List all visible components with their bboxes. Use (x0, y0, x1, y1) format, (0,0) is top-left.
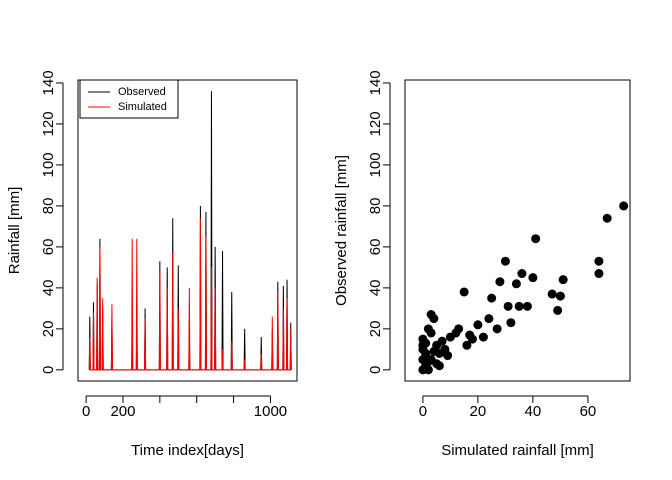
scatter-point (517, 269, 527, 279)
legend-box (79, 79, 179, 119)
scatter-point (555, 291, 565, 301)
scatter-point (619, 201, 629, 211)
x-tick-label: 1000 (254, 403, 287, 420)
scatter-point (484, 314, 494, 324)
y-tick-label: 80 (40, 198, 57, 215)
x-axis-label: Simulated rainfall [mm] (441, 442, 594, 459)
scatter-point (478, 332, 488, 342)
scatter-point (503, 301, 513, 311)
scatter-point (495, 277, 505, 287)
scatter-point (418, 340, 428, 350)
scatter-point (514, 301, 524, 311)
x-tick-label: 0 (419, 403, 427, 420)
x-tick-label: 20 (470, 403, 487, 420)
y-tick-label: 40 (40, 280, 57, 297)
series-line (88, 91, 292, 371)
legend-label: Simulated (118, 101, 167, 113)
scatter-point (437, 336, 447, 346)
scatter-point (594, 269, 604, 279)
scatter-point (467, 334, 477, 344)
scatter-point (528, 273, 538, 283)
scatter-point (594, 256, 604, 266)
y-tick-label: 0 (367, 366, 384, 374)
plot-box (77, 79, 298, 382)
scatter-point (462, 340, 472, 350)
y-tick-label: 60 (367, 239, 384, 256)
x-tick-label: 40 (525, 403, 542, 420)
scatter-point (459, 287, 469, 297)
y-tick-label: 40 (367, 280, 384, 297)
y-axis-label: Rainfall [mm] (6, 187, 23, 275)
scatter-point (558, 275, 568, 285)
scatter-point (547, 289, 557, 299)
scatter-point (531, 234, 541, 244)
scatter-point (553, 305, 563, 315)
y-tick-label: 100 (367, 152, 384, 177)
x-tick-label: 0 (82, 403, 90, 420)
plot-box (404, 79, 631, 382)
scatter-point (426, 328, 436, 338)
scatter-point (429, 346, 439, 356)
scatter-point (506, 318, 516, 328)
y-tick-label: 80 (367, 198, 384, 215)
scatter-point (487, 293, 497, 303)
x-axis-label: Time index[days] (131, 442, 244, 459)
scatter-point (602, 213, 612, 223)
series-line (88, 218, 292, 371)
y-tick-label: 20 (367, 321, 384, 338)
y-tick-label: 120 (40, 111, 57, 136)
scatter-point (429, 314, 439, 324)
scatter-point (434, 361, 444, 371)
scatter-point (500, 256, 510, 266)
scatter-point (492, 324, 502, 334)
scatter-point (473, 320, 483, 330)
y-tick-label: 0 (40, 366, 57, 374)
y-tick-label: 20 (40, 321, 57, 338)
scatter-point (454, 324, 464, 334)
scatter-point (522, 301, 532, 311)
y-tick-label: 60 (40, 239, 57, 256)
y-tick-label: 120 (367, 111, 384, 136)
scatter-point (423, 365, 433, 375)
y-tick-label: 140 (367, 70, 384, 95)
legend-label: Observed (118, 86, 166, 98)
scatter-point (511, 279, 521, 289)
scatter-point (443, 351, 453, 361)
y-tick-label: 140 (40, 70, 57, 95)
scatter-point (423, 357, 433, 367)
x-tick-label: 200 (110, 403, 135, 420)
x-tick-label: 60 (580, 403, 597, 420)
y-axis-label: Observed rainfall [mm] (333, 155, 350, 306)
y-tick-label: 100 (40, 152, 57, 177)
